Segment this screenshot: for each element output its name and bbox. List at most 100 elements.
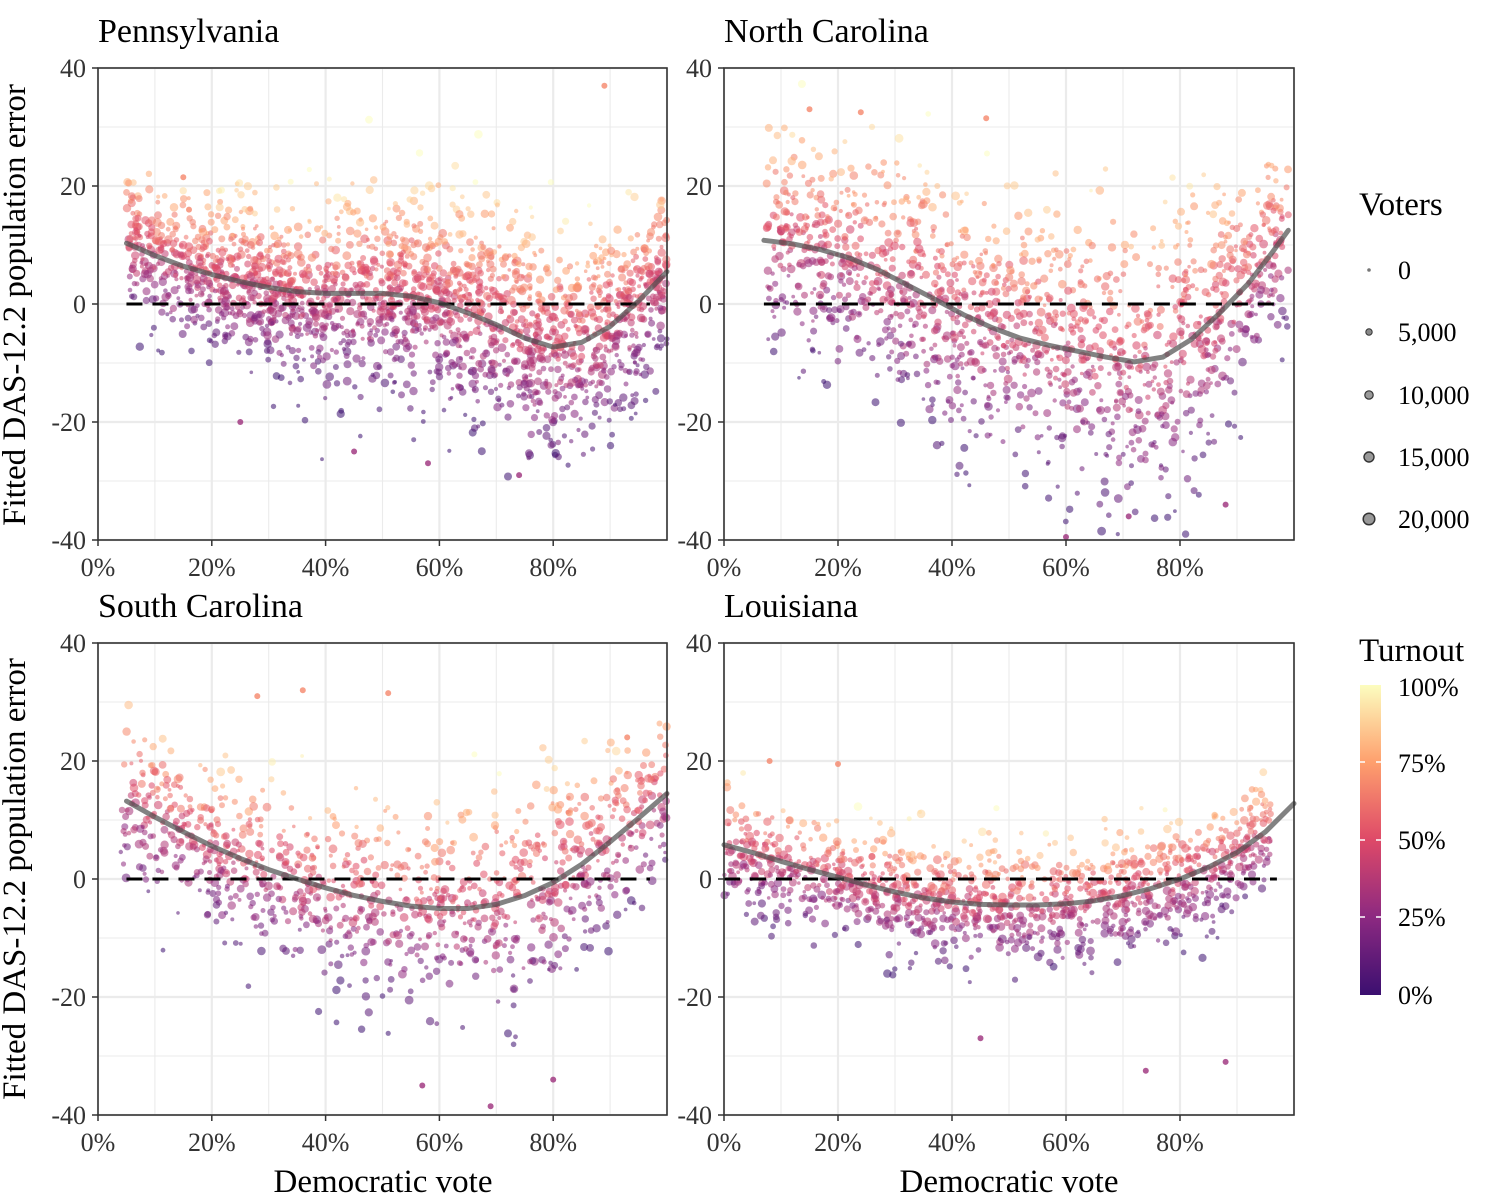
data-point	[475, 360, 483, 367]
data-point	[570, 845, 579, 854]
outlier-point	[487, 1103, 494, 1110]
data-point	[992, 352, 1000, 360]
data-point	[487, 275, 494, 282]
data-point	[857, 311, 861, 316]
data-point	[246, 289, 252, 296]
y-tick-label: 0	[73, 290, 86, 319]
data-point	[558, 413, 567, 421]
data-point	[352, 384, 358, 390]
data-point	[499, 850, 506, 857]
data-point	[298, 896, 308, 906]
data-point	[1183, 475, 1192, 483]
data-point	[451, 361, 459, 368]
data-point	[1128, 480, 1134, 486]
data-point	[581, 430, 589, 438]
data-point	[256, 239, 263, 247]
data-point	[535, 896, 541, 902]
data-point	[495, 939, 503, 947]
data-point	[330, 324, 338, 332]
data-point	[916, 194, 922, 200]
data-point	[392, 201, 398, 207]
data-point	[328, 961, 334, 967]
data-point	[216, 884, 222, 891]
data-point	[179, 243, 184, 248]
data-point	[1076, 404, 1084, 413]
data-point	[630, 397, 639, 405]
data-point	[299, 853, 308, 862]
data-point	[271, 243, 276, 248]
data-point	[375, 319, 384, 327]
data-point	[1237, 222, 1243, 228]
data-point	[1107, 243, 1117, 252]
data-point	[1270, 293, 1275, 298]
data-point	[883, 257, 888, 262]
data-point	[246, 827, 255, 836]
data-point	[780, 207, 789, 216]
data-point	[845, 225, 855, 234]
data-point	[205, 279, 213, 287]
data-point	[437, 895, 443, 901]
data-point	[925, 405, 934, 414]
data-point	[126, 273, 133, 280]
data-point	[445, 820, 450, 825]
data-point	[361, 946, 371, 956]
data-point	[580, 386, 585, 391]
data-point	[1255, 187, 1261, 194]
x-tick-label: 60%	[416, 1128, 464, 1157]
data-point	[269, 917, 275, 923]
data-point	[565, 326, 571, 332]
data-point	[165, 292, 172, 300]
data-point	[186, 795, 194, 803]
data-point	[362, 977, 369, 984]
data-point	[605, 747, 611, 754]
data-point	[656, 334, 666, 343]
data-point	[519, 848, 528, 857]
data-point	[341, 273, 350, 282]
data-point	[1201, 172, 1207, 178]
data-point	[409, 386, 418, 396]
data-point	[328, 853, 333, 858]
data-point	[630, 192, 639, 202]
data-point	[514, 208, 519, 214]
data-point	[915, 313, 922, 320]
data-point	[829, 169, 838, 178]
data-point	[532, 321, 541, 331]
data-point	[630, 258, 636, 264]
data-point	[1276, 204, 1284, 213]
data-point	[538, 926, 546, 934]
data-point	[266, 258, 272, 264]
data-point	[903, 196, 910, 202]
data-point	[651, 775, 659, 783]
data-point	[939, 191, 947, 199]
data-point	[249, 899, 256, 907]
data-point	[1254, 282, 1259, 287]
data-point	[177, 251, 184, 258]
data-point	[171, 781, 178, 788]
data-point	[323, 265, 330, 272]
data-point	[251, 262, 259, 270]
data-point	[145, 792, 152, 799]
data-point	[787, 156, 796, 166]
data-point	[1180, 290, 1188, 298]
data-point	[773, 131, 781, 140]
data-point	[763, 222, 772, 231]
data-point	[1172, 218, 1179, 224]
data-point	[1195, 491, 1202, 498]
data-point	[572, 883, 580, 891]
data-point	[585, 263, 591, 269]
data-point	[618, 273, 627, 282]
data-point	[604, 322, 609, 326]
data-point	[357, 908, 364, 915]
data-point	[411, 223, 417, 229]
data-point	[209, 252, 216, 260]
data-point	[374, 889, 381, 896]
data-point	[120, 861, 127, 867]
data-point	[329, 862, 337, 870]
data-point	[393, 931, 402, 940]
x-tick-label: 60%	[416, 553, 464, 582]
data-point	[315, 845, 320, 850]
data-point	[656, 200, 665, 209]
data-point	[611, 342, 620, 350]
data-point	[1058, 298, 1063, 302]
data-point	[442, 338, 450, 346]
